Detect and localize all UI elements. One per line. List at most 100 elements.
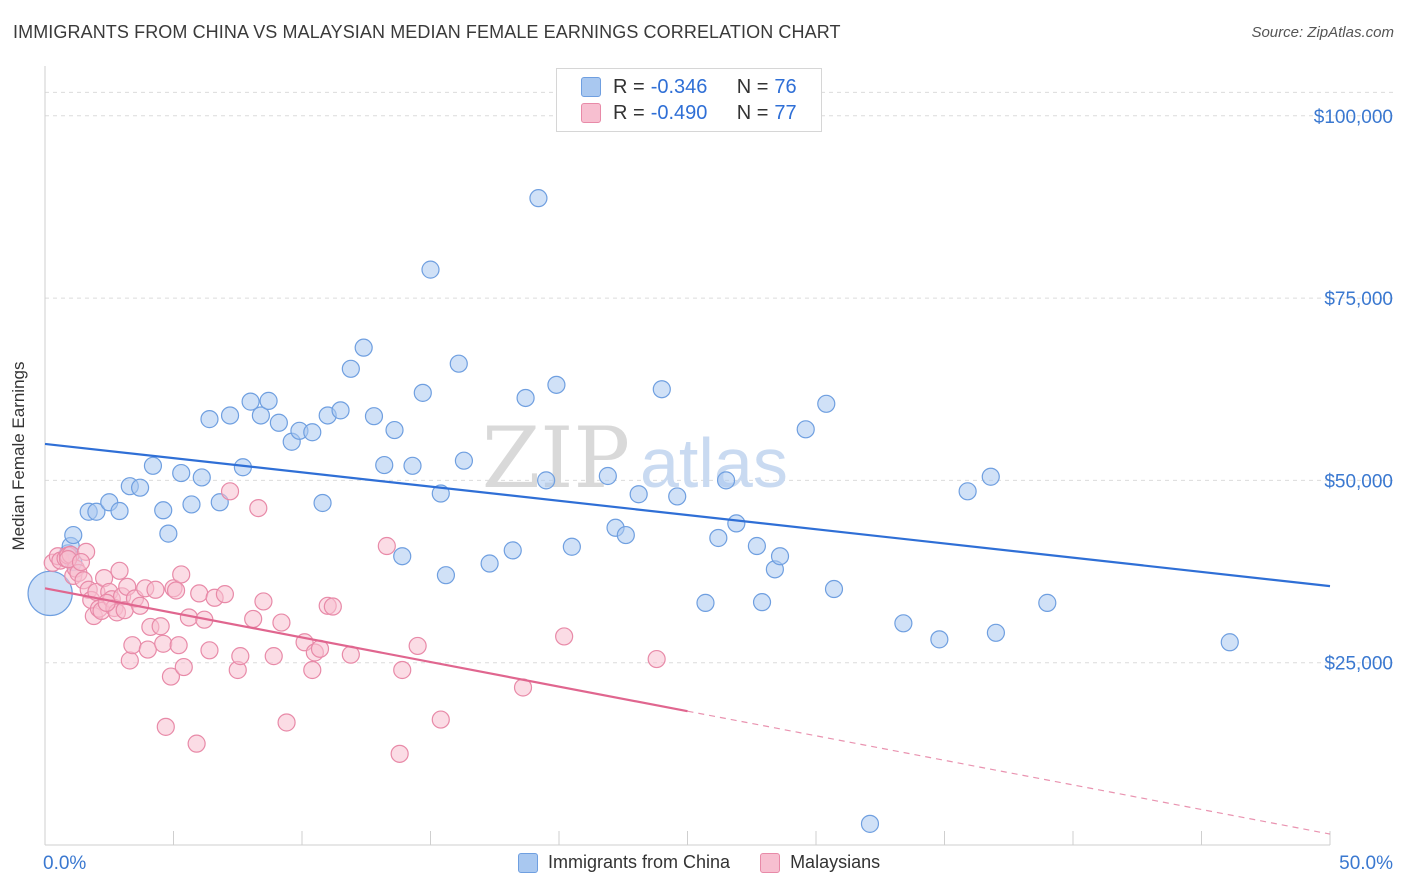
point-china xyxy=(547,375,566,394)
legend-label-malaysians: Malaysians xyxy=(790,852,881,872)
point-malaysians xyxy=(231,647,250,666)
point-china xyxy=(403,456,422,475)
point-china xyxy=(1220,633,1239,652)
point-china xyxy=(385,420,404,440)
point-china xyxy=(241,392,260,411)
point-china xyxy=(796,420,815,439)
point-china xyxy=(727,514,746,533)
trend-lines xyxy=(44,442,1331,835)
point-china xyxy=(747,536,766,556)
point-china xyxy=(220,406,240,425)
point-malaysians xyxy=(220,482,240,501)
point-china xyxy=(154,501,173,520)
point-china xyxy=(516,388,535,408)
point-malaysians xyxy=(215,585,234,604)
point-malaysians xyxy=(174,657,193,677)
point-malaysians xyxy=(154,634,173,653)
point-china xyxy=(716,471,736,490)
point-china xyxy=(259,391,278,410)
y-tick-label: $75,000 xyxy=(1324,289,1393,310)
watermark-zip: ZIP xyxy=(482,409,630,507)
point-china xyxy=(200,410,219,429)
x-tick-label: 50.0% xyxy=(1339,853,1393,874)
watermark-atlas: atlas xyxy=(640,424,788,502)
point-malaysians xyxy=(272,613,291,632)
point-malaysians xyxy=(97,593,116,612)
y-axis-label: Median Female Earnings xyxy=(9,361,28,551)
point-china xyxy=(981,467,1000,486)
x-tick-label: 0.0% xyxy=(43,853,86,874)
point-china xyxy=(110,501,129,521)
point-malaysians xyxy=(169,636,188,655)
point-china xyxy=(668,487,687,506)
point-malaysians xyxy=(166,581,186,600)
point-china xyxy=(598,466,617,486)
point-china xyxy=(860,814,880,833)
point-china xyxy=(303,423,322,442)
point-malaysians xyxy=(264,647,283,666)
point-china xyxy=(629,485,648,504)
correlation-legend: R = -0.346 N = 76 R = -0.490 N = 77 xyxy=(556,68,822,132)
point-china xyxy=(331,401,350,420)
point-china xyxy=(313,493,332,513)
point-china xyxy=(752,593,772,612)
point-malaysians xyxy=(151,617,170,636)
legend-swatch-china xyxy=(581,77,601,97)
point-china xyxy=(709,528,728,548)
point-malaysians xyxy=(277,713,296,732)
axes xyxy=(44,66,1331,846)
point-malaysians xyxy=(390,744,409,763)
point-malaysians xyxy=(110,561,129,580)
legend-r-label: R = xyxy=(613,75,645,98)
point-china xyxy=(449,354,468,373)
point-china xyxy=(616,525,635,545)
point-china xyxy=(269,413,288,432)
point-china xyxy=(529,189,548,208)
y-tick-label: $100,000 xyxy=(1314,107,1393,128)
point-malaysians xyxy=(244,609,263,629)
legend-item-china[interactable]: Immigrants from China xyxy=(518,852,730,873)
legend-n-label: N = xyxy=(736,101,769,124)
point-malaysians xyxy=(138,640,157,659)
y-tick-label: $50,000 xyxy=(1324,471,1393,492)
point-china xyxy=(159,524,178,543)
point-malaysians xyxy=(120,651,139,670)
source-label: Source: ZipAtlas.com xyxy=(1251,24,1394,41)
point-malaysians xyxy=(303,660,322,680)
point-china xyxy=(421,260,440,279)
point-china xyxy=(413,383,432,402)
point-malaysians xyxy=(161,667,181,686)
legend-row-china: R = -0.346 N = 76 xyxy=(581,74,797,100)
point-china xyxy=(817,394,836,413)
point-china xyxy=(87,502,106,521)
point-china xyxy=(986,623,1006,642)
point-malaysians xyxy=(555,627,574,646)
point-malaysians xyxy=(249,498,268,518)
tick-labels: $25,000 $50,000 $75,000 $100,000 0.0% 50.0% xyxy=(43,107,1393,874)
point-malaysians xyxy=(393,660,412,680)
point-china xyxy=(824,579,844,599)
point-china xyxy=(770,547,790,566)
chart-title: IMMIGRANTS FROM CHINA VS MALAYSIAN MEDIA… xyxy=(13,22,841,42)
point-malaysians xyxy=(123,636,142,655)
point-china xyxy=(436,566,456,585)
point-china xyxy=(182,495,201,514)
trend-line-china xyxy=(44,442,1331,588)
point-china xyxy=(480,554,499,573)
legend-r-value: -0.346 xyxy=(650,75,708,98)
point-china xyxy=(64,525,83,545)
point-malaysians xyxy=(172,565,191,584)
point-china xyxy=(503,541,522,560)
point-china xyxy=(1038,593,1057,612)
point-china xyxy=(958,482,977,501)
legend-swatch-malaysians xyxy=(581,103,601,123)
point-china xyxy=(930,630,949,649)
legend-item-malaysians[interactable]: Malaysians xyxy=(760,852,880,873)
legend-n-value: 77 xyxy=(774,101,797,124)
point-malaysians xyxy=(156,717,175,736)
point-china xyxy=(454,451,474,470)
point-china xyxy=(894,614,913,633)
point-china xyxy=(341,359,360,378)
point-china xyxy=(251,406,270,425)
point-malaysians xyxy=(190,584,209,603)
